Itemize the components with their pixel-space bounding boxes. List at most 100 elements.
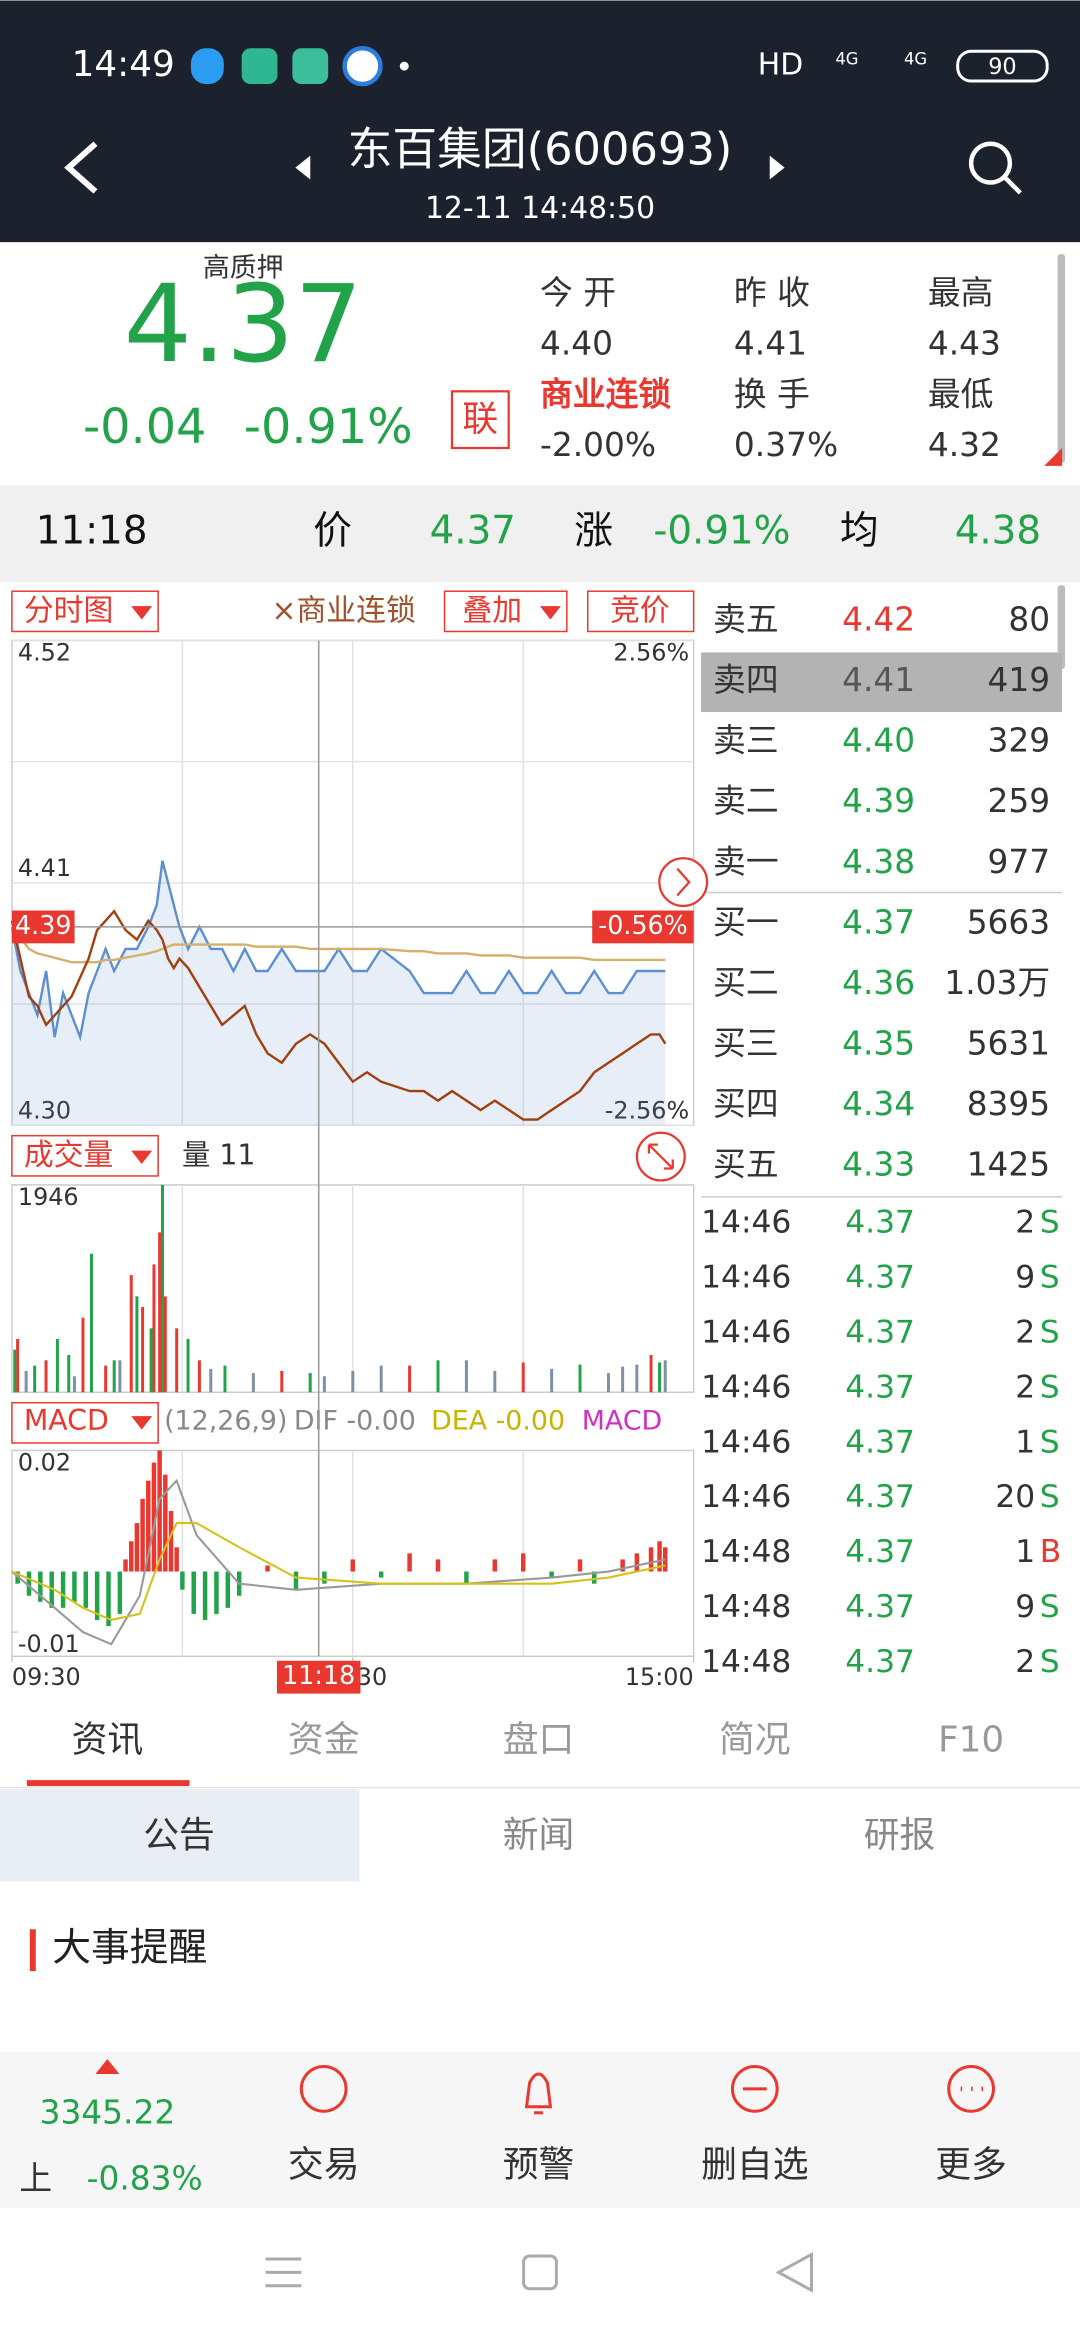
- chart-tab[interactable]: MACD: [24, 1404, 109, 1437]
- expand-icon: [647, 1143, 674, 1170]
- order-price: 4.34: [842, 1085, 915, 1123]
- trade-volume: 2: [1015, 1644, 1035, 1680]
- ticker-label: 均: [840, 509, 879, 554]
- macd-bar: [202, 1571, 208, 1620]
- volume-bar: [464, 1360, 468, 1393]
- chart-tab[interactable]: 成交量: [24, 1138, 113, 1173]
- price-line: [10, 909, 667, 1121]
- chart-tab[interactable]: 竞价: [610, 594, 670, 629]
- crosshair-label: -0.56%: [598, 910, 688, 940]
- trade-volume: 20: [995, 1479, 1035, 1515]
- subtab[interactable]: 公告: [143, 1815, 215, 1856]
- stat: 商业连锁: [540, 375, 671, 413]
- order-side: 卖五: [713, 601, 779, 639]
- chart-tab[interactable]: 叠加: [462, 594, 522, 629]
- volume-bar: [89, 1253, 93, 1393]
- macd-bar: [151, 1462, 157, 1572]
- tab[interactable]: 简况: [719, 1719, 791, 1760]
- macd-bar: [350, 1559, 356, 1572]
- timestamp: 12-11 14:48:50: [425, 191, 655, 226]
- ticker-label: 价: [313, 509, 352, 554]
- nav-label[interactable]: 更多: [935, 2144, 1007, 2185]
- trade-time: 14:46: [701, 1479, 791, 1515]
- macd-bar: [128, 1541, 134, 1572]
- back-icon[interactable]: [64, 141, 98, 194]
- macd-bar: [163, 1474, 168, 1572]
- nav-label[interactable]: 交易: [288, 2144, 360, 2185]
- search-icon[interactable]: [968, 141, 1013, 185]
- stat: 今 开: [540, 274, 616, 312]
- system-nav-bg: [0, 2208, 1080, 2340]
- trade-volume: 2: [1015, 1314, 1035, 1350]
- stat: 最高: [928, 274, 994, 312]
- order-price: 4.36: [842, 964, 915, 1002]
- home-key[interactable]: [522, 2254, 558, 2291]
- order-price: 4.39: [842, 782, 915, 820]
- macd-line: [11, 1478, 666, 1646]
- chart-button[interactable]: [11, 1401, 159, 1444]
- chart-tab[interactable]: 分时图: [24, 594, 113, 629]
- trade-side: B: [1040, 1534, 1061, 1570]
- macd-bar: [634, 1553, 640, 1572]
- volume-bar: [112, 1360, 116, 1393]
- menu-key[interactable]: [265, 2257, 302, 2288]
- volume-bar: [663, 1360, 667, 1393]
- macd-bar: [49, 1571, 54, 1608]
- tab[interactable]: 资金: [288, 1719, 360, 1760]
- tab-underline: [26, 1780, 190, 1787]
- trade-side: S: [1040, 1589, 1060, 1625]
- nav-label[interactable]: 删自选: [701, 2144, 808, 2185]
- nav-label[interactable]: 预警: [503, 2144, 575, 2185]
- ticker-time: 11:18: [36, 509, 148, 554]
- volume-bar: [158, 1232, 162, 1393]
- alert-icon[interactable]: [524, 2072, 553, 2115]
- tab[interactable]: 资讯: [72, 1719, 144, 1760]
- subtab[interactable]: 新闻: [503, 1815, 575, 1856]
- app-icon: [190, 48, 224, 85]
- subtab[interactable]: 研报: [864, 1815, 936, 1856]
- volume-bar: [163, 1296, 167, 1393]
- volume-bar: [135, 1296, 139, 1393]
- x-tick-label: 15:00: [625, 1663, 694, 1691]
- y2-tick-label: 2.56%: [613, 638, 689, 666]
- trade-time: 14:48: [701, 1644, 791, 1680]
- next-icon[interactable]: [769, 155, 785, 180]
- macd-bar: [549, 1571, 554, 1578]
- chart-arrow[interactable]: [658, 857, 709, 908]
- tab[interactable]: F10: [938, 1719, 1004, 1760]
- prev-icon[interactable]: [295, 155, 311, 180]
- chart-button[interactable]: [586, 590, 695, 633]
- trade-time: 14:46: [701, 1205, 791, 1241]
- more-icon[interactable]: [947, 2065, 995, 2113]
- volume-bar: [67, 1354, 71, 1393]
- chart-button[interactable]: [11, 590, 159, 633]
- volume-bar: [408, 1365, 412, 1393]
- tab[interactable]: 盘口: [503, 1719, 575, 1760]
- volume-bar: [578, 1364, 582, 1393]
- back-key[interactable]: [775, 2251, 813, 2293]
- volume-bar: [649, 1354, 653, 1393]
- macd-bar: [140, 1498, 145, 1572]
- chart-button[interactable]: [11, 1134, 159, 1177]
- remove-icon[interactable]: [730, 2065, 779, 2113]
- trade-side: S: [1040, 1479, 1060, 1515]
- macd-bar: [106, 1571, 111, 1627]
- signal: 4G: [835, 50, 858, 69]
- trade-icon[interactable]: [299, 2065, 348, 2113]
- x-tick-label: 09:30: [12, 1663, 81, 1691]
- macd-params: (12,26,9): [164, 1406, 287, 1437]
- order-volume: 8395: [967, 1085, 1050, 1123]
- order-volume: 259: [988, 782, 1051, 820]
- order-price: 4.40: [842, 722, 915, 760]
- order-volume: 1.03万: [944, 964, 1050, 1002]
- macd-bar: [180, 1571, 185, 1590]
- ticker-bg: [0, 485, 1080, 583]
- macd-bar: [620, 1559, 625, 1572]
- y-tick-label: 0.02: [18, 1448, 71, 1476]
- volume-bar: [152, 1264, 156, 1393]
- macd-bar: [72, 1571, 77, 1602]
- expand-icon[interactable]: [635, 1131, 686, 1182]
- macd-bar: [134, 1523, 140, 1572]
- volume-bar: [308, 1373, 312, 1393]
- stat: 4.41: [734, 325, 807, 363]
